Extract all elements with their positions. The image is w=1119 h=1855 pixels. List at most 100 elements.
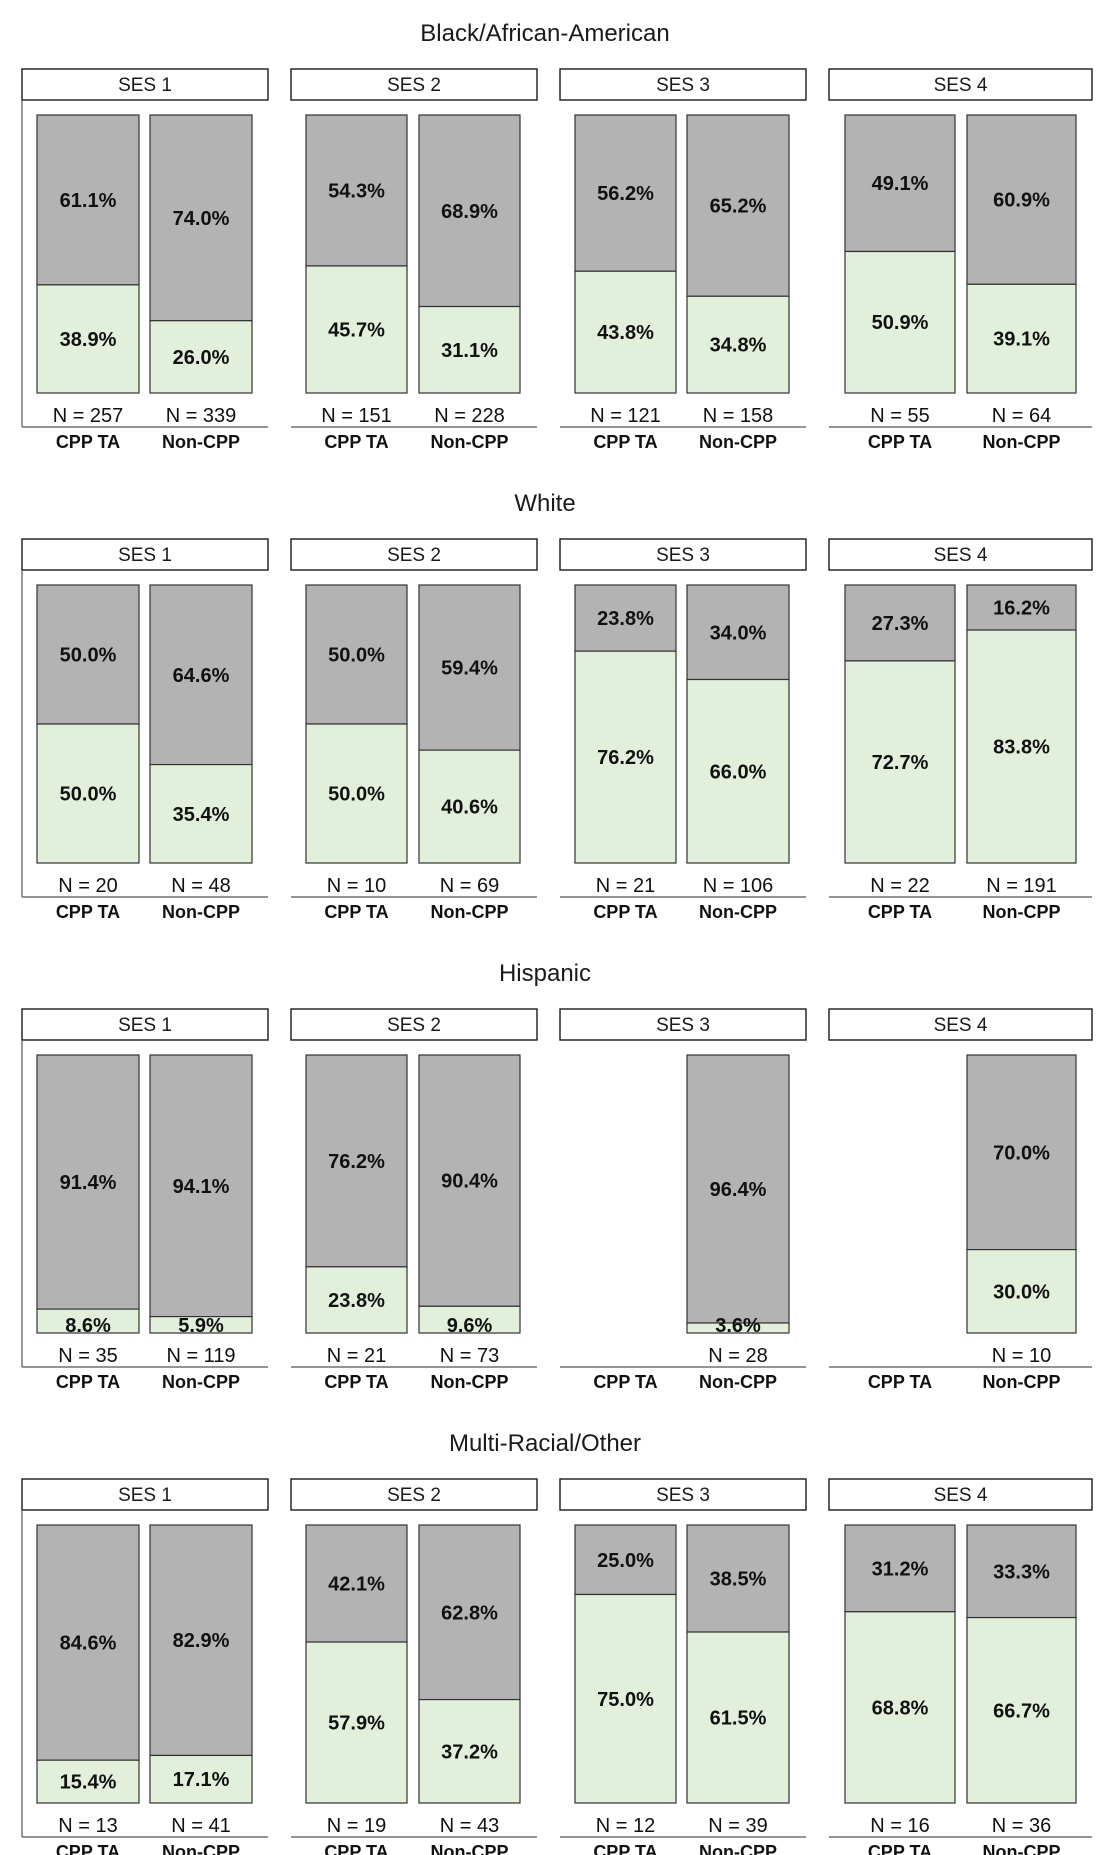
sample-size-label: N = 10 [992, 1345, 1051, 1367]
panel-strip [290, 1008, 538, 1041]
bottom-percent-label: 23.8% [328, 1290, 385, 1312]
top-percent-label: 90.4% [441, 1171, 498, 1193]
category-label: CPP TA [324, 1372, 388, 1392]
category-label: CPP TA [56, 432, 120, 452]
panel-label: SES 3 [656, 75, 710, 96]
bar-segment-bottom [574, 1593, 677, 1804]
category-label: Non-CPP [162, 432, 240, 452]
category-label: Non-CPP [162, 1842, 240, 1855]
top-percent-label: 65.2% [710, 196, 767, 218]
panel-ses-4: SES 4 CPP TA Non-CPP 70.0% 30.0% N = 10 [828, 1008, 1093, 1392]
bottom-percent-label: 68.8% [872, 1697, 929, 1719]
sample-size-label: N = 121 [590, 405, 661, 427]
top-percent-label: 64.6% [173, 665, 230, 687]
bar-segment-bottom [36, 284, 140, 394]
category-label: CPP TA [56, 1842, 120, 1855]
category-label: Non-CPP [983, 902, 1061, 922]
panel-label: SES 2 [387, 1015, 441, 1036]
panel-strip [21, 1478, 269, 1511]
top-percent-label: 27.3% [872, 613, 929, 635]
panel-strip [21, 538, 269, 571]
sample-size-label: N = 69 [440, 875, 499, 897]
bar-segment-bottom [966, 283, 1077, 394]
bottom-percent-label: 75.0% [597, 1689, 654, 1711]
top-percent-label: 68.9% [441, 201, 498, 223]
bar-segment-bottom [574, 270, 677, 394]
bar-segment-top [966, 584, 1077, 631]
top-percent-label: 49.1% [872, 173, 929, 195]
panel-strip [828, 68, 1093, 101]
panel-strip [828, 1008, 1093, 1041]
sample-size-label: N = 10 [327, 875, 386, 897]
panel-label: SES 4 [934, 1485, 988, 1506]
bar-segment-bottom [418, 1305, 521, 1334]
top-percent-label: 38.5% [710, 1569, 767, 1591]
panel-ses-2: SES 2 CPP TA 42.1% 57.9% N = 19 Non-CPP 62.8% 3… [290, 1478, 538, 1855]
bar-segment-bottom [686, 1631, 790, 1804]
bar-segment-bottom [966, 1248, 1077, 1334]
panel-strip [21, 1008, 269, 1041]
category-label: CPP TA [868, 432, 932, 452]
top-percent-label: 84.6% [60, 1633, 117, 1655]
bar-segment-top [305, 114, 408, 267]
panel-ses-3: SES 3 CPP TA 23.8% 76.2% N = 21 Non-CPP 34.0% 6… [559, 538, 807, 922]
top-percent-label: 54.3% [328, 180, 385, 202]
bar-segment-top [966, 114, 1077, 285]
group-3: Multi-Racial/Other SES 1 CPP TA 84.6% 15.4% N… [21, 1430, 1093, 1855]
category-label: Non-CPP [699, 1842, 777, 1855]
sample-size-label: N = 35 [58, 1345, 117, 1367]
top-percent-label: 23.8% [597, 608, 654, 630]
top-percent-label: 70.0% [993, 1142, 1050, 1164]
bar-segment-top [149, 584, 253, 766]
top-percent-label: 96.4% [710, 1179, 767, 1201]
group-1: White SES 1 CPP TA 50.0% 50.0% N = 20 Non-CPP 6… [21, 490, 1093, 922]
sample-size-label: N = 339 [166, 405, 237, 427]
sample-size-label: N = 19 [327, 1815, 386, 1837]
panel-ses-2: SES 2 CPP TA 50.0% 50.0% N = 10 Non-CPP 59.4% 4… [290, 538, 538, 922]
bar-segment-top [149, 1054, 253, 1318]
bottom-percent-label: 30.0% [993, 1281, 1050, 1303]
sample-size-label: N = 55 [870, 405, 929, 427]
bottom-percent-label: 35.4% [173, 804, 230, 826]
top-percent-label: 91.4% [60, 1172, 117, 1194]
top-percent-label: 61.1% [60, 190, 117, 212]
panel-strip [828, 1478, 1093, 1511]
top-percent-label: 74.0% [173, 208, 230, 230]
bottom-percent-label: 83.8% [993, 737, 1050, 759]
top-percent-label: 76.2% [328, 1151, 385, 1173]
sample-size-label: N = 39 [708, 1815, 767, 1837]
panel-label: SES 3 [656, 545, 710, 566]
bottom-percent-label: 37.2% [441, 1741, 498, 1763]
category-label: CPP TA [56, 1372, 120, 1392]
top-percent-label: 50.0% [328, 645, 385, 667]
panel-label: SES 1 [118, 545, 172, 566]
bottom-percent-label: 43.8% [597, 322, 654, 344]
panel-ses-3: SES 3 CPP TA Non-CPP 96.4% 3.6% N = 28 [559, 1008, 807, 1392]
bar-segment-bottom [844, 1611, 956, 1804]
bar-segment-top [418, 114, 521, 308]
sample-size-label: N = 48 [171, 875, 230, 897]
sample-size-label: N = 43 [440, 1815, 499, 1837]
group-title: Black/African-American [420, 20, 669, 47]
category-label: Non-CPP [699, 1372, 777, 1392]
top-percent-label: 56.2% [597, 183, 654, 205]
bottom-percent-label: 8.6% [65, 1315, 111, 1337]
bottom-percent-label: 72.7% [872, 752, 929, 774]
category-label: CPP TA [324, 432, 388, 452]
panel-ses-4: SES 4 CPP TA 31.2% 68.8% N = 16 Non-CPP 33.3% 6… [828, 1478, 1093, 1855]
panel-strip [21, 68, 269, 101]
bar-segment-top [149, 1524, 253, 1757]
category-label: Non-CPP [983, 1842, 1061, 1855]
panel-ses-1: SES 1 CPP TA 50.0% 50.0% N = 20 Non-CPP 64.6% 3… [21, 538, 269, 922]
category-label: Non-CPP [162, 1372, 240, 1392]
category-label: CPP TA [593, 1842, 657, 1855]
bar-segment-top [966, 1524, 1077, 1619]
group-title: Hispanic [499, 960, 591, 987]
category-label: Non-CPP [983, 432, 1061, 452]
top-percent-label: 94.1% [173, 1176, 230, 1198]
panel-label: SES 2 [387, 545, 441, 566]
bar-segment-top [418, 1054, 521, 1307]
bar-segment-top [844, 584, 956, 662]
bar-segment-bottom [966, 1616, 1077, 1804]
